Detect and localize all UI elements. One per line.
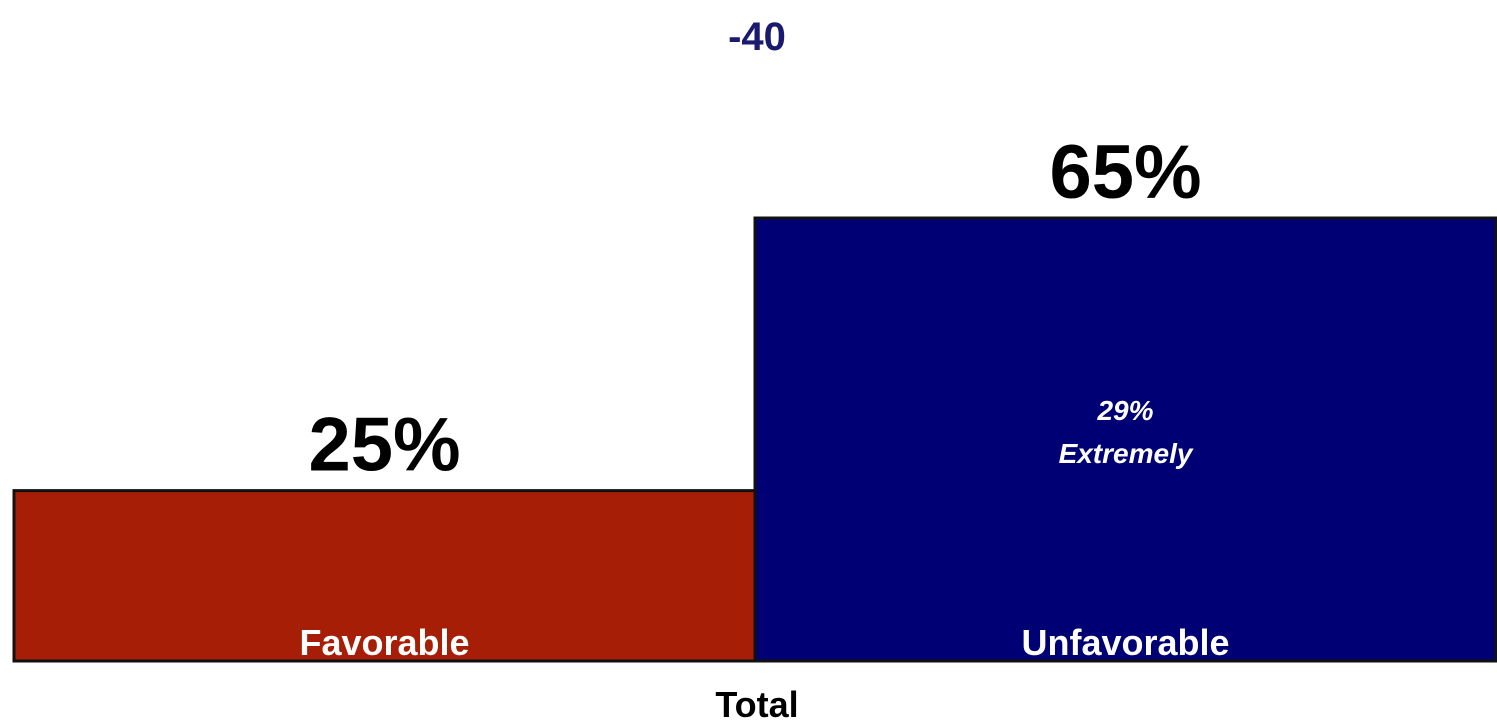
favorable-value-label: 25%: [308, 403, 460, 488]
net-difference-label: -40: [728, 15, 786, 59]
bars-group: 25% Favorable 65% Unfavorable: [12, 130, 1497, 663]
unfavorable-value-label: 65%: [1049, 130, 1201, 215]
favorable-bar: [12, 489, 757, 663]
unfavorable-extremely-text-label: Extremely: [1059, 438, 1194, 469]
unfavorable-category-label: Unfavorable: [1021, 622, 1229, 663]
unfavorable-extremely-percent-label: 29%: [1096, 395, 1153, 426]
favorable-category-label: Favorable: [299, 622, 469, 663]
unfavorable-bar: [753, 216, 1497, 663]
x-axis-title: Total: [715, 684, 798, 723]
